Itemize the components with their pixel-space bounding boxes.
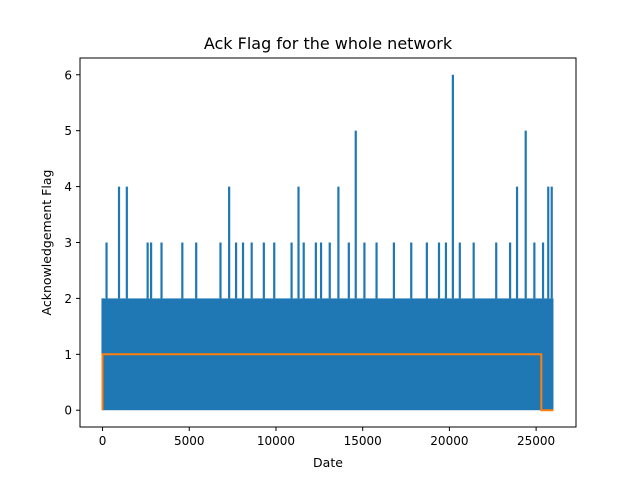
x-tick-label: 10000: [257, 434, 295, 448]
x-tick-label: 0: [99, 434, 107, 448]
y-axis-label: Acknowledgement Flag: [39, 170, 54, 316]
y-tick-label: 6: [64, 68, 72, 82]
y-tick-label: 0: [64, 404, 72, 418]
x-axis-label: Date: [313, 455, 343, 470]
y-tick-label: 1: [64, 348, 72, 362]
x-tick-label: 20000: [430, 434, 468, 448]
plot-area: [101, 74, 554, 412]
x-tick-label: 5000: [174, 434, 205, 448]
x-axis: 0 5000 10000 15000 20000 25000: [99, 427, 555, 448]
x-tick-label: 25000: [517, 434, 555, 448]
series-1-line: [101, 353, 554, 412]
y-axis: 0 1 2 3 4 5 6: [64, 68, 80, 418]
x-tick-label: 15000: [344, 434, 382, 448]
y-tick-label: 4: [64, 180, 72, 194]
y-tick-label: 5: [64, 124, 72, 138]
plot-frame: [79, 57, 577, 428]
y-tick-label: 3: [64, 236, 72, 250]
chart-title: Ack Flag for the whole network: [204, 34, 453, 53]
y-tick-label: 2: [64, 292, 72, 306]
